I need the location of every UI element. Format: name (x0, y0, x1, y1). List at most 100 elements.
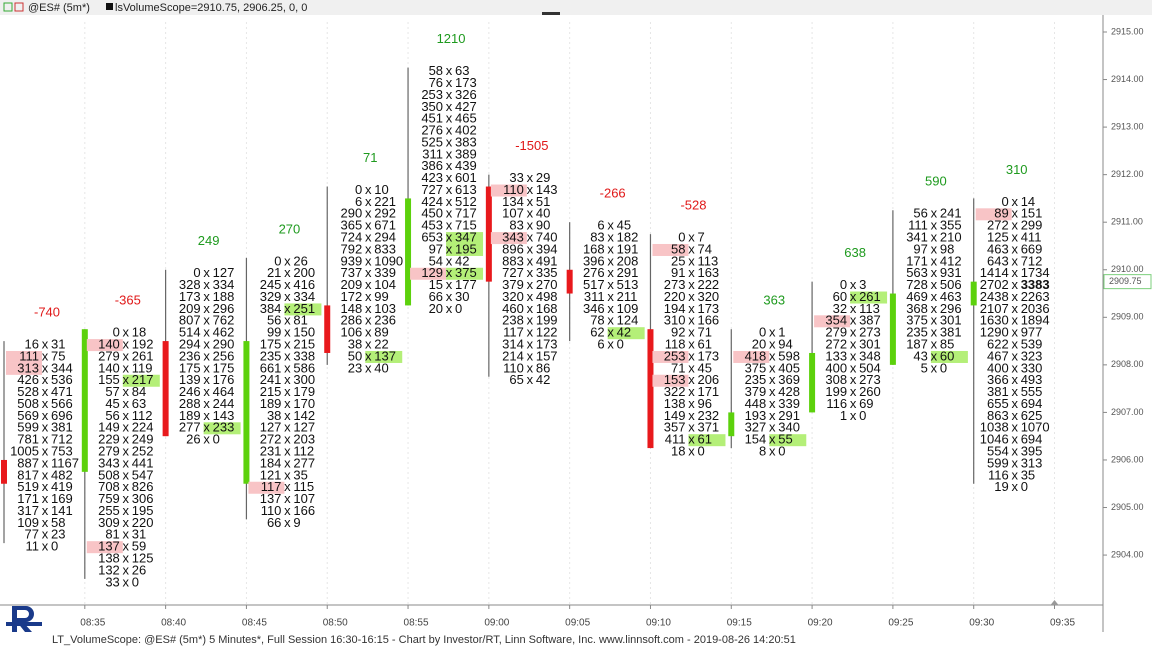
separator: x (931, 277, 938, 292)
bid-volume: 0 (840, 277, 847, 292)
separator: x (1011, 479, 1018, 494)
separator: x (446, 63, 453, 78)
x-tick-label: 09:20 (808, 618, 833, 629)
ask-volume: 482 (51, 467, 73, 482)
separator: x (688, 241, 695, 256)
bid-volume: 322 (664, 384, 686, 399)
ask-volume: 113 (859, 301, 880, 316)
bid-volume: 81 (105, 527, 119, 542)
ask-volume: 536 (51, 372, 73, 387)
bid-volume: 309 (98, 515, 120, 530)
separator: x (284, 444, 291, 459)
ask-volume: 40 (374, 360, 388, 375)
bid-volume: 643 (987, 253, 1009, 268)
bid-volume: 134 (502, 194, 524, 209)
separator: x (688, 432, 695, 447)
bid-volume: 313 (17, 360, 39, 375)
ask-volume: 29 (536, 170, 550, 185)
separator: x (446, 111, 453, 126)
separator: x (365, 313, 372, 328)
bid-volume: 1005 (10, 444, 39, 459)
bid-volume: 411 (665, 432, 686, 447)
ask-highlight (284, 303, 322, 316)
separator: x (365, 301, 372, 316)
ask-volume: 222 (697, 277, 719, 292)
ask-volume: 0 (940, 360, 947, 375)
ask-volume: 112 (293, 444, 314, 459)
bid-volume: 939 (341, 253, 363, 268)
ask-volume: 375 (455, 265, 477, 280)
ask-volume: 762 (213, 313, 235, 328)
ask-volume: 210 (940, 230, 962, 245)
ask-volume: 260 (859, 384, 881, 399)
y-tick-label: 2904.00 (1111, 549, 1144, 559)
ask-volume: 0 (51, 539, 58, 554)
separator: x (446, 253, 453, 268)
separator: x (42, 455, 49, 470)
ask-volume: 613 (455, 182, 477, 197)
ask-volume: 547 (132, 467, 154, 482)
ask-volume: 220 (132, 515, 154, 530)
header-icon[interactable] (14, 2, 24, 12)
ask-volume: 113 (697, 253, 718, 268)
bid-volume: 0 (113, 325, 120, 340)
separator: x (284, 396, 291, 411)
separator: x (123, 503, 130, 518)
bid-volume: 1414 (980, 265, 1009, 280)
bid-volume: 229 (98, 432, 120, 447)
bid-volume: 109 (17, 515, 39, 530)
separator: x (42, 408, 49, 423)
ask-volume: 45 (617, 218, 631, 233)
candle-body (81, 329, 88, 472)
ask-volume: 498 (536, 289, 558, 304)
bid-volume: 23 (348, 360, 362, 375)
bid-volume: 235 (745, 372, 767, 387)
bid-volume: 737 (341, 265, 363, 280)
ask-volume: 51 (536, 194, 550, 209)
bid-volume: 245 (260, 277, 282, 292)
ask-volume: 58 (51, 515, 65, 530)
ask-volume: 405 (778, 360, 800, 375)
bid-volume: 168 (583, 241, 605, 256)
bid-volume: 18 (671, 444, 685, 459)
separator: x (446, 206, 453, 221)
bid-volume: 253 (664, 348, 686, 363)
ask-volume: 200 (293, 265, 315, 280)
separator: x (284, 479, 291, 494)
bid-volume: 368 (906, 301, 928, 316)
ask-volume: 168 (536, 301, 558, 316)
separator: x (203, 420, 210, 435)
separator: x (850, 348, 857, 363)
ask-volume: 137 (374, 348, 396, 363)
separator: x (446, 146, 453, 161)
ask-volume: 61 (697, 337, 711, 352)
bid-volume: 622 (987, 337, 1009, 352)
marker (542, 12, 560, 15)
separator: x (123, 515, 130, 530)
separator: x (42, 432, 49, 447)
bid-volume: 883 (502, 253, 524, 268)
delta-label: 590 (925, 174, 947, 189)
separator: x (284, 325, 291, 340)
bid-volume: 329 (260, 289, 282, 304)
delta-label: -528 (680, 198, 706, 213)
ask-volume: 14 (1021, 194, 1035, 209)
ask-volume: 141 (51, 503, 73, 518)
bid-volume: 138 (98, 551, 120, 566)
bid-highlight (652, 243, 689, 256)
bid-volume: 65 (509, 372, 523, 387)
header-icon[interactable] (3, 2, 13, 12)
bid-volume: 241 (260, 372, 282, 387)
separator: x (365, 337, 372, 352)
ask-volume: 394 (536, 241, 558, 256)
separator: x (203, 384, 210, 399)
ask-volume: 369 (778, 372, 800, 387)
separator: x (527, 372, 534, 387)
separator: x (688, 360, 695, 375)
separator: x (203, 432, 210, 447)
separator: x (527, 337, 534, 352)
ask-volume: 439 (455, 158, 477, 173)
bid-volume: 379 (745, 384, 767, 399)
separator: x (1011, 313, 1018, 328)
y-tick-label: 2906.00 (1111, 454, 1144, 464)
